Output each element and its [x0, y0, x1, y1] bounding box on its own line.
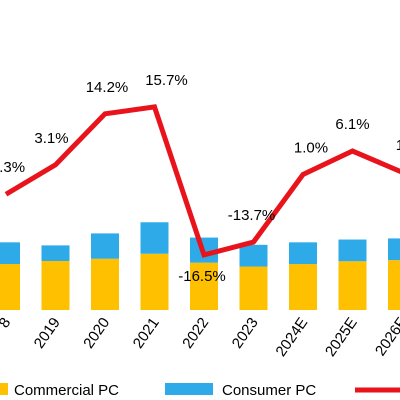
legend-swatch-commercial-pc	[0, 383, 8, 395]
bar-commercial-pc-2020	[91, 258, 119, 310]
growth-line-layer	[4, 104, 400, 258]
legend: Commercial PC Consumer PC	[0, 382, 400, 399]
bar-commercial-pc-2022	[190, 262, 218, 310]
x-tick-2024E: 2024E	[272, 315, 311, 360]
bar-consumer-pc-2025E	[338, 239, 367, 262]
bar-consumer-pc-2021	[140, 222, 169, 254]
data-label-2018: 3.3%	[0, 159, 25, 176]
x-tick-2020: 2020	[80, 315, 113, 352]
x-tick-2021: 2021	[130, 315, 163, 352]
bar-consumer-pc-2024E	[289, 242, 317, 265]
bar-commercial-pc-2018	[0, 264, 20, 310]
bar-consumer-pc-2019	[41, 245, 70, 261]
bar-commercial-pc-2026E	[388, 260, 400, 310]
data-label-2023: -13.7%	[228, 207, 276, 224]
data-label-2020: 14.2%	[86, 79, 129, 96]
x-tick-2019: 2019	[31, 315, 64, 352]
x-tick-2022: 2022	[179, 315, 212, 352]
x-tick-2025E: 2025E	[322, 315, 361, 360]
bar-commercial-pc-2019	[41, 260, 70, 310]
bar-consumer-pc-2026E	[388, 238, 400, 261]
x-tick-2023: 2023	[229, 315, 262, 352]
data-labels-layer: 3.3% 3.1% 14.2% 15.7% -16.5% -13.7% 1.0% 6.1% 1.	[0, 72, 400, 285]
data-label-2022: -16.5%	[178, 268, 226, 285]
data-label-2021: 15.7%	[145, 72, 188, 89]
legend-label-commercial-pc: Commercial PC	[14, 382, 119, 399]
growth-line	[4, 104, 400, 258]
bar-commercial-pc-2021	[140, 253, 169, 310]
bar-consumer-pc-2020	[91, 233, 119, 259]
legend-label-consumer-pc: Consumer PC	[222, 382, 316, 399]
x-axis-ticks: 8 2019 2020 2021 2022 2023 2024E 2025E 2026F	[0, 315, 400, 360]
bar-commercial-pc-2025E	[338, 261, 367, 310]
data-label-2025E: 6.1%	[335, 116, 369, 133]
bar-commercial-pc-2024E	[289, 264, 317, 310]
bar-consumer-pc-2018	[0, 242, 20, 265]
x-tick-2018: 8	[0, 315, 14, 332]
bar-commercial-pc-2023	[239, 266, 268, 310]
legend-swatch-consumer-pc	[165, 383, 213, 395]
bars-layer	[0, 222, 400, 310]
data-label-2019: 3.1%	[34, 130, 68, 147]
x-tick-2026E: 2026F	[372, 315, 400, 360]
data-label-2026E: 1.	[396, 137, 400, 154]
bar-consumer-pc-2023	[239, 244, 268, 267]
data-label-2024E: 1.0%	[294, 139, 328, 156]
